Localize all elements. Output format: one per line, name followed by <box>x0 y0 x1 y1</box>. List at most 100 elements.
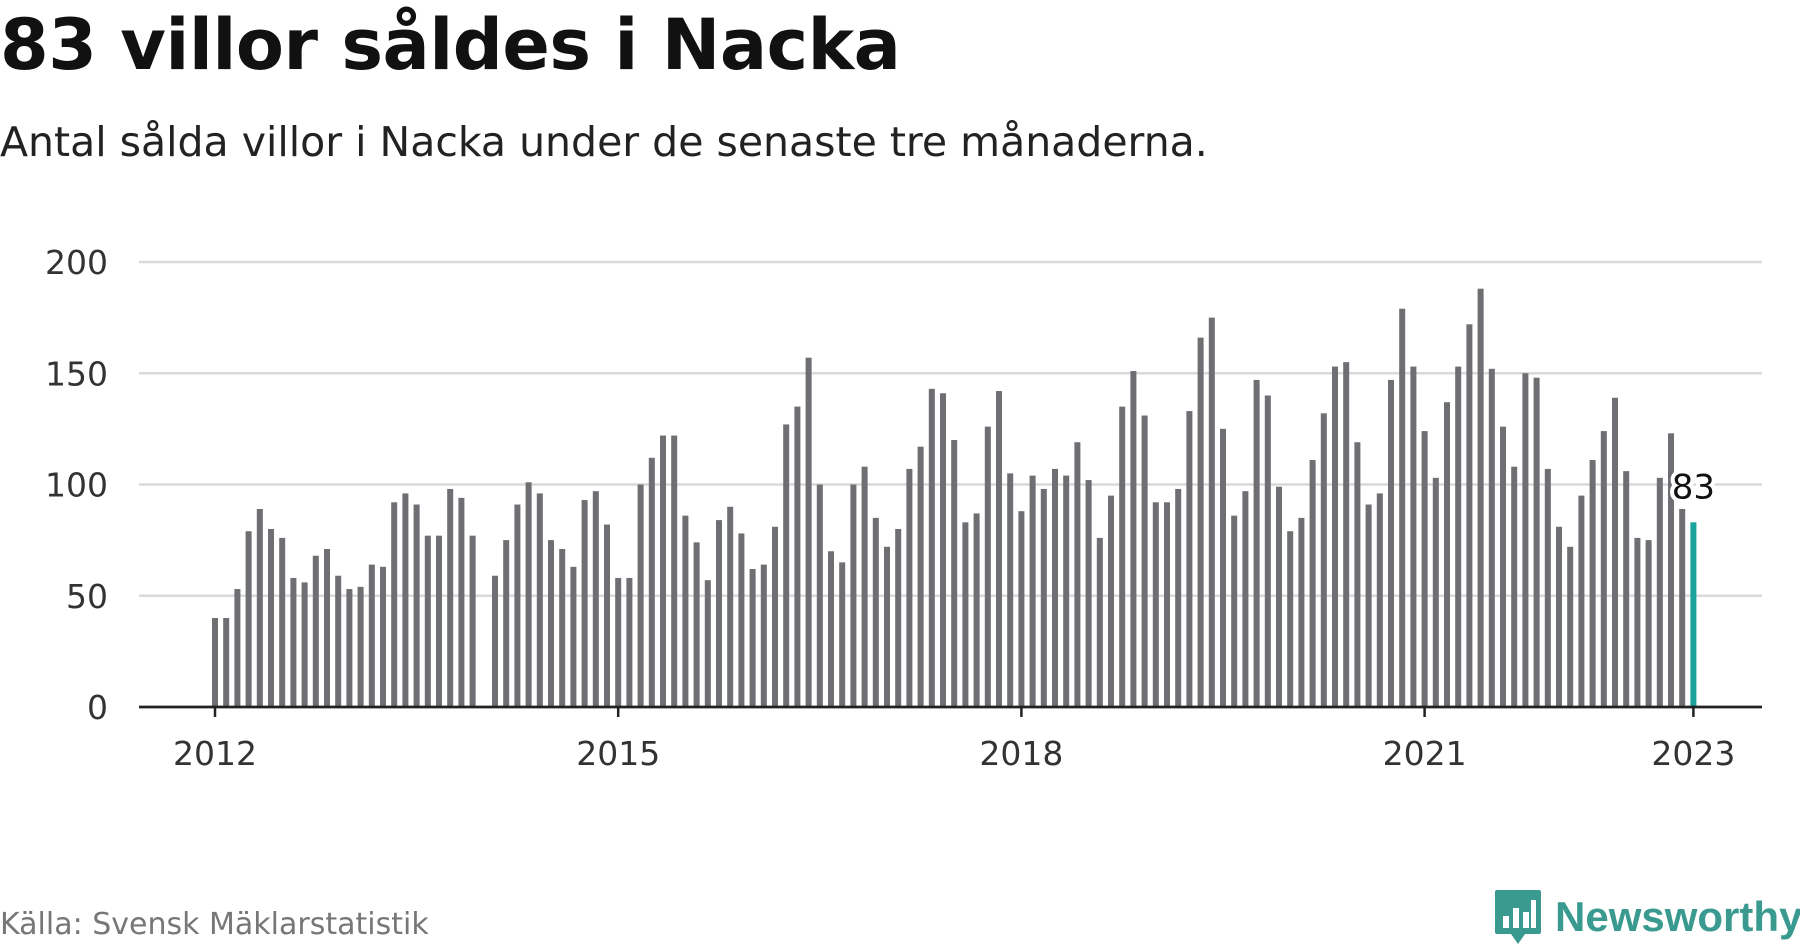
bar <box>368 564 375 707</box>
bar <box>1544 468 1551 707</box>
bar <box>1522 373 1529 707</box>
bar <box>1388 379 1394 707</box>
bar <box>469 535 476 707</box>
bar <box>436 535 442 707</box>
bar <box>772 526 778 707</box>
y-tick-label: 150 <box>45 354 108 393</box>
bar <box>1152 502 1159 707</box>
bar <box>940 393 946 707</box>
bar <box>727 506 734 707</box>
bar <box>828 551 834 707</box>
bar <box>1600 431 1607 707</box>
bar <box>212 618 218 707</box>
bar <box>301 582 308 707</box>
bar <box>1500 426 1506 707</box>
x-tick-label: 2023 <box>1651 734 1735 773</box>
bar <box>570 566 577 707</box>
bar <box>256 508 263 707</box>
bar <box>413 504 420 707</box>
bars <box>212 288 1697 707</box>
bar <box>1466 324 1473 707</box>
bar <box>312 555 319 707</box>
bar <box>1511 466 1518 707</box>
bar <box>1589 460 1596 707</box>
bar <box>1533 377 1540 707</box>
chart-title: 83 villor såldes i Nacka <box>0 4 901 86</box>
bar <box>1074 442 1081 707</box>
bar <box>391 502 398 707</box>
bar <box>1623 471 1630 707</box>
bar <box>626 577 633 707</box>
bar <box>357 586 364 707</box>
bar <box>1063 475 1070 707</box>
bar <box>1556 526 1562 707</box>
y-tick-label: 100 <box>45 466 108 505</box>
bar <box>872 517 879 707</box>
bar <box>1444 402 1450 707</box>
bar <box>704 580 711 707</box>
bar <box>1287 531 1294 707</box>
x-tick-label: 2012 <box>173 734 257 773</box>
bar <box>928 388 935 707</box>
bar <box>559 549 566 707</box>
bar <box>1309 460 1316 707</box>
bar <box>402 493 409 707</box>
bar <box>682 515 689 707</box>
bar <box>884 546 890 707</box>
bar <box>1231 515 1238 707</box>
bar <box>1029 475 1036 707</box>
bar <box>1164 502 1170 707</box>
bar <box>525 482 532 707</box>
bar <box>234 589 241 707</box>
bar <box>996 391 1002 707</box>
bar <box>380 566 386 707</box>
x-tick-label: 2015 <box>576 734 660 773</box>
bar <box>604 524 610 707</box>
bar <box>424 535 431 707</box>
bar <box>1656 477 1663 707</box>
bar <box>671 435 678 707</box>
bar <box>615 577 622 707</box>
bar <box>1567 546 1574 707</box>
bar <box>716 520 722 707</box>
bar <box>749 569 756 707</box>
bar <box>335 575 342 707</box>
bar <box>1612 397 1618 707</box>
bar <box>805 357 812 707</box>
bar <box>268 529 274 707</box>
bar <box>917 446 924 707</box>
bar <box>279 537 286 707</box>
bar <box>1343 362 1350 707</box>
bar <box>290 577 297 707</box>
bar <box>660 435 666 707</box>
bar <box>223 618 230 707</box>
bar <box>503 540 510 707</box>
bar <box>984 426 991 707</box>
bar <box>760 564 767 707</box>
bar <box>1410 366 1417 707</box>
bar <box>861 466 868 707</box>
x-axis-ticks: 2012 2015 2018 2021 2023 <box>173 707 1735 773</box>
bar <box>1220 428 1226 707</box>
bar <box>816 484 823 707</box>
bar <box>1320 413 1327 707</box>
bar <box>962 522 969 707</box>
bar <box>1488 368 1495 707</box>
bar <box>458 497 465 707</box>
bar <box>1197 337 1204 707</box>
bar <box>1376 493 1383 707</box>
bar <box>346 589 353 707</box>
data-label-latest: 83 <box>1672 467 1715 507</box>
y-tick-label: 50 <box>66 577 108 616</box>
bar <box>1007 473 1014 707</box>
bar <box>1332 366 1338 707</box>
bar <box>1354 442 1361 707</box>
bar <box>1253 379 1260 707</box>
bar <box>592 491 599 707</box>
bar <box>1578 495 1585 707</box>
y-tick-label: 200 <box>45 243 108 282</box>
bar <box>1477 288 1484 707</box>
bar <box>1399 308 1406 707</box>
source-note: Källa: Svensk Mäklarstatistik <box>0 907 429 942</box>
bar <box>447 488 454 707</box>
